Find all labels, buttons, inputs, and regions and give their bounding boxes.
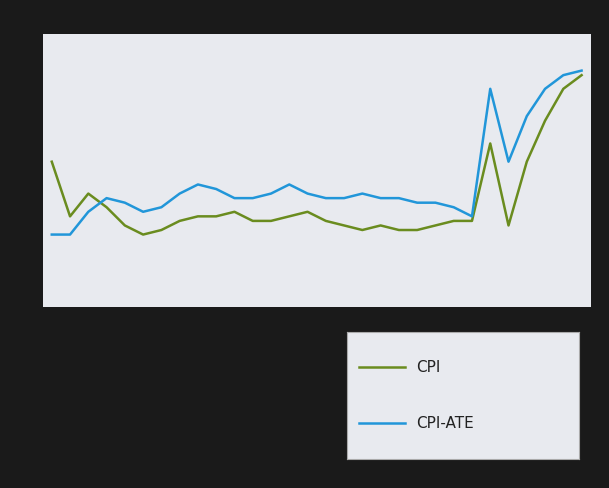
- Line: CPI: CPI: [52, 75, 582, 235]
- CPI-ATE: [505, 159, 512, 164]
- CPI: [194, 213, 202, 219]
- CPI: [231, 209, 238, 215]
- CPI: [304, 209, 311, 215]
- CPI: [578, 72, 585, 78]
- CPI-ATE: [66, 232, 74, 238]
- CPI: [541, 118, 549, 123]
- CPI-ATE: [322, 195, 329, 201]
- CPI: [176, 218, 183, 224]
- CPI-ATE: [121, 200, 128, 205]
- CPI: [468, 218, 476, 224]
- CPI: [322, 218, 329, 224]
- CPI-ATE: [487, 86, 494, 92]
- CPI: [523, 159, 530, 164]
- Text: CPI-ATE: CPI-ATE: [417, 416, 474, 431]
- CPI-ATE: [541, 86, 549, 92]
- CPI: [48, 159, 55, 164]
- CPI: [377, 223, 384, 228]
- CPI-ATE: [432, 200, 439, 205]
- CPI: [121, 223, 128, 228]
- CPI-ATE: [85, 209, 92, 215]
- CPI-ATE: [414, 200, 421, 205]
- CPI-ATE: [359, 191, 366, 197]
- CPI: [359, 227, 366, 233]
- CPI: [85, 191, 92, 197]
- CPI: [139, 232, 147, 238]
- CPI: [158, 227, 165, 233]
- CPI-ATE: [194, 182, 202, 187]
- CPI: [414, 227, 421, 233]
- CPI: [267, 218, 275, 224]
- CPI: [505, 223, 512, 228]
- CPI: [249, 218, 256, 224]
- CPI: [487, 141, 494, 146]
- CPI-ATE: [103, 195, 110, 201]
- Line: CPI-ATE: CPI-ATE: [52, 71, 582, 235]
- CPI-ATE: [395, 195, 403, 201]
- CPI-ATE: [231, 195, 238, 201]
- CPI-ATE: [267, 191, 275, 197]
- CPI-ATE: [139, 209, 147, 215]
- CPI: [340, 223, 348, 228]
- CPI-ATE: [560, 72, 567, 78]
- CPI: [395, 227, 403, 233]
- CPI: [213, 213, 220, 219]
- CPI-ATE: [450, 204, 457, 210]
- CPI-ATE: [578, 68, 585, 74]
- CPI-ATE: [468, 213, 476, 219]
- CPI: [66, 213, 74, 219]
- CPI: [450, 218, 457, 224]
- CPI-ATE: [249, 195, 256, 201]
- CPI: [432, 223, 439, 228]
- CPI-ATE: [377, 195, 384, 201]
- CPI-ATE: [304, 191, 311, 197]
- CPI-ATE: [286, 182, 293, 187]
- CPI-ATE: [158, 204, 165, 210]
- CPI: [103, 204, 110, 210]
- Text: CPI: CPI: [417, 360, 441, 375]
- CPI-ATE: [48, 232, 55, 238]
- CPI-ATE: [340, 195, 348, 201]
- CPI: [286, 213, 293, 219]
- CPI: [560, 86, 567, 92]
- CPI-ATE: [176, 191, 183, 197]
- CPI-ATE: [523, 113, 530, 119]
- CPI-ATE: [213, 186, 220, 192]
